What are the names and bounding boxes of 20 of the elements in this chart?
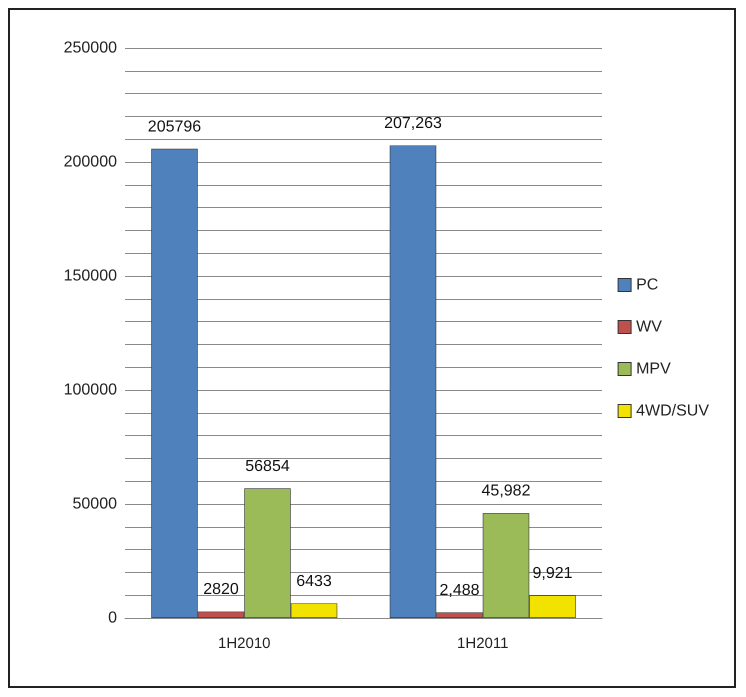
x-tick-label: 1H2010 (218, 635, 271, 652)
data-label: 56854 (245, 458, 290, 475)
y-tick-label: 100000 (64, 382, 118, 398)
y-tick-label: 250000 (64, 40, 118, 56)
data-label: 6433 (296, 572, 332, 590)
data-label: 2820 (203, 581, 239, 598)
y-tick-label: 0 (108, 610, 118, 626)
y-tick-label: 200000 (64, 154, 118, 170)
data-label: 45,982 (482, 482, 531, 500)
data-label: 2,488 (439, 582, 480, 599)
y-tick-label: 50000 (72, 496, 118, 512)
legend-label: MPV (636, 360, 672, 378)
legend-label: WV (636, 318, 662, 336)
data-label: 207,263 (384, 114, 442, 132)
legend-label: PC (636, 276, 658, 294)
data-label: 205796 (148, 118, 202, 136)
x-tick-label: 1H2011 (457, 635, 508, 652)
data-label: 9,921 (532, 564, 573, 582)
legend-label: 4WD/SUV (636, 402, 710, 420)
y-tick-label: 150000 (64, 268, 118, 284)
